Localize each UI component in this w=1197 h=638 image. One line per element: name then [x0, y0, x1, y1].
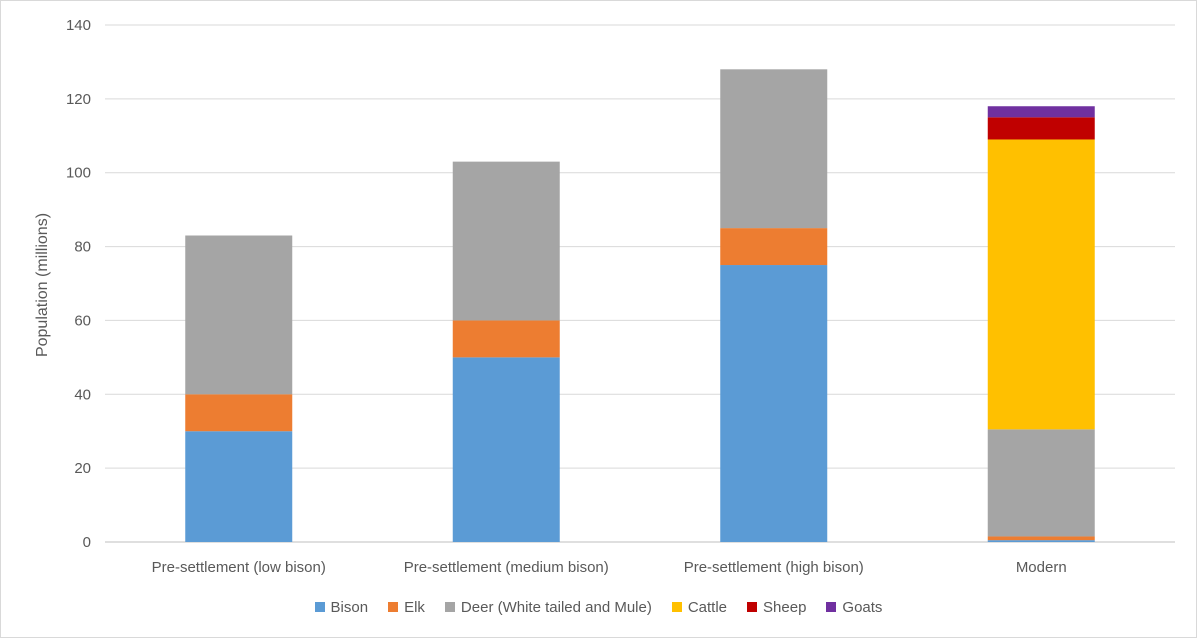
y-tick-label: 120: [66, 91, 91, 108]
bar-segment-deer: [987, 429, 1095, 537]
bar-segment-cattle: [987, 139, 1095, 430]
bar-segment-sheep: [987, 117, 1095, 140]
y-tick-label: 100: [66, 165, 91, 182]
stacked-bar-chart: 0 20 40 60 80 100 120 140 Pre-settlement (low b…: [34, 17, 1175, 576]
legend-swatch: [314, 602, 325, 612]
bar-segment-bison: [452, 357, 560, 542]
y-tick-label: 80: [74, 239, 91, 256]
legend-item: Cattle: [671, 598, 728, 616]
bar-segment-bison: [185, 431, 293, 542]
y-tick-label: 140: [66, 17, 91, 34]
legend-item: Bison: [314, 598, 369, 616]
bar-segment-elk: [720, 228, 828, 266]
y-axis-ticks: 0 20 40 60 80 100 120 140: [66, 17, 91, 551]
legend-swatch: [747, 602, 758, 612]
legend-swatch: [671, 602, 682, 612]
x-axis-ticks: Pre-settlement (low bison) Pre-settlement…: [152, 559, 1067, 576]
x-tick-label: Pre-settlement (high bison): [684, 559, 864, 576]
legend-label: Goats: [842, 598, 883, 616]
bar-segment-bison: [720, 265, 828, 542]
legend-label: Elk: [404, 598, 425, 616]
bars: [185, 69, 1095, 542]
legend-swatch: [826, 602, 837, 612]
y-tick-label: 60: [74, 312, 91, 329]
x-tick-label: Modern: [1016, 559, 1067, 576]
legend-item: Sheep: [747, 599, 806, 616]
legend-item: Deer (White tailed and Mule): [444, 598, 652, 616]
bar-segment-deer: [185, 235, 293, 395]
legend-swatch: [444, 602, 455, 612]
y-axis-label: Population (millions): [34, 213, 51, 357]
bar-segment-goats: [987, 106, 1095, 118]
y-tick-label: 20: [74, 460, 91, 477]
bar-segment-deer: [720, 69, 828, 229]
x-tick-label: Pre-settlement (medium bison): [404, 559, 609, 576]
legend-label: Sheep: [763, 598, 807, 616]
legend-label: Deer (White tailed and Mule): [460, 598, 652, 616]
legend-label: Cattle: [687, 598, 728, 616]
legend-item: Goats: [826, 599, 882, 616]
legend-item: Elk: [388, 599, 425, 616]
bar-segment-elk: [452, 320, 560, 358]
legend: Bison Elk Deer (White tailed and Mule) Catt…: [1, 596, 1196, 618]
bar-segment-deer: [452, 161, 560, 321]
y-tick-label: 0: [83, 534, 91, 551]
y-tick-label: 40: [74, 386, 91, 403]
bar-segment-elk: [185, 394, 293, 432]
bar-segment-elk: [987, 536, 1095, 541]
legend-label: Bison: [330, 598, 369, 616]
legend-swatch: [388, 602, 399, 612]
bar-segment-bison: [987, 540, 1095, 542]
x-tick-label: Pre-settlement (low bison): [152, 559, 326, 576]
